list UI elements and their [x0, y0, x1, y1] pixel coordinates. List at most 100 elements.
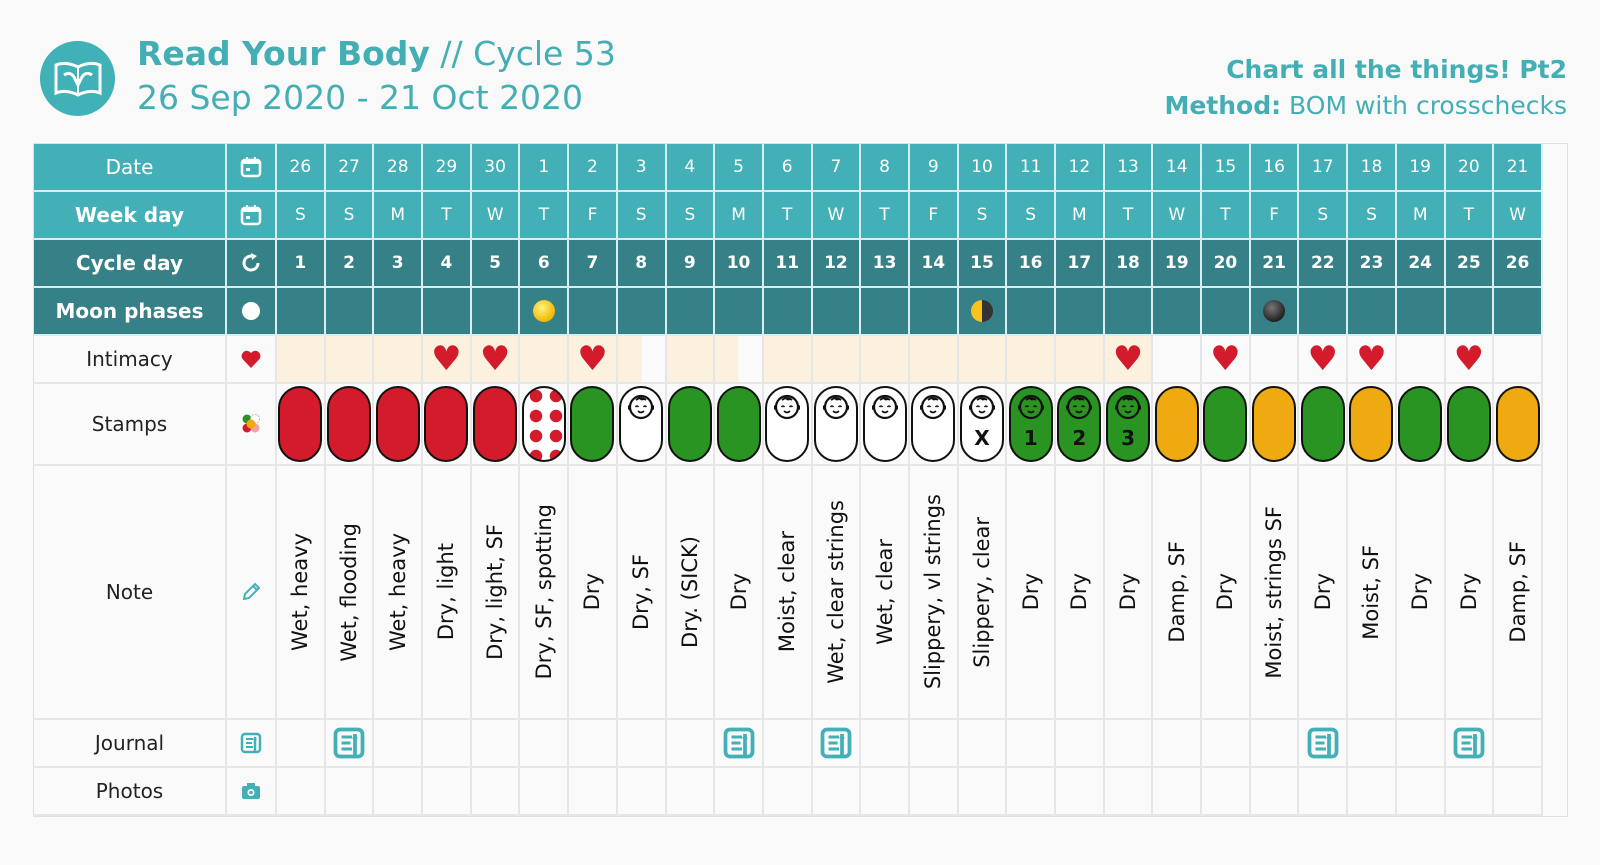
stamp-cell[interactable] [1299, 384, 1349, 466]
intimacy-cell[interactable] [1250, 336, 1300, 384]
photos-cell[interactable] [763, 768, 813, 816]
journal-cell[interactable] [1348, 720, 1397, 768]
photos-cell[interactable] [958, 768, 1008, 816]
note-cell[interactable]: Dry [1104, 466, 1154, 720]
note-cell[interactable]: Moist, strings SF [1250, 466, 1300, 720]
photos-cell[interactable] [1153, 768, 1203, 816]
stamp-cell[interactable]: 2 [1056, 384, 1105, 466]
stamp-cell[interactable] [520, 384, 570, 466]
journal-cell[interactable] [277, 720, 326, 768]
journal-cell[interactable] [569, 720, 618, 768]
stamp-cell[interactable] [1445, 384, 1495, 466]
stamp-cell[interactable] [861, 384, 910, 466]
photos-cell[interactable] [666, 768, 716, 816]
journal-cell[interactable] [715, 720, 764, 768]
stamp-cell[interactable] [763, 384, 813, 466]
journal-cell[interactable] [520, 720, 570, 768]
intimacy-cell[interactable]: ♥ [471, 336, 521, 384]
intimacy-cell[interactable]: ♥ [1104, 336, 1154, 384]
photos-cell[interactable] [1250, 768, 1300, 816]
note-cell[interactable]: Dry [1445, 466, 1495, 720]
journal-cell[interactable] [1056, 720, 1105, 768]
photos-cell[interactable] [861, 768, 910, 816]
journal-cell[interactable] [423, 720, 472, 768]
note-cell[interactable]: Damp, SF [1153, 466, 1203, 720]
note-cell[interactable]: Wet, clear strings [812, 466, 862, 720]
photos-cell[interactable] [520, 768, 570, 816]
note-cell[interactable]: Dry [1396, 466, 1446, 720]
note-cell[interactable]: Dry. (SICK) [666, 466, 716, 720]
photos-cell[interactable] [617, 768, 667, 816]
note-cell[interactable]: Damp, SF [1494, 466, 1543, 720]
intimacy-cell[interactable] [1396, 336, 1446, 384]
journal-cell[interactable] [861, 720, 910, 768]
note-cell[interactable]: Wet, heavy [374, 466, 424, 720]
journal-cell[interactable] [1202, 720, 1251, 768]
stamp-cell[interactable]: 3 [1104, 384, 1154, 466]
photos-cell[interactable] [1007, 768, 1056, 816]
note-cell[interactable]: Dry [1007, 466, 1056, 720]
photos-cell[interactable] [1299, 768, 1349, 816]
photos-cell[interactable] [471, 768, 521, 816]
stamp-cell[interactable]: X [958, 384, 1008, 466]
note-cell[interactable]: Dry [1299, 466, 1349, 720]
note-cell[interactable]: Wet, heavy [277, 466, 326, 720]
note-cell[interactable]: Dry, SF [617, 466, 667, 720]
journal-icon[interactable] [721, 725, 757, 761]
journal-cell[interactable] [1250, 720, 1300, 768]
stamp-cell[interactable] [909, 384, 959, 466]
journal-cell[interactable] [958, 720, 1008, 768]
photos-cell[interactable] [325, 768, 375, 816]
intimacy-cell[interactable] [715, 336, 764, 384]
photos-cell[interactable] [1202, 768, 1251, 816]
photos-cell[interactable] [423, 768, 472, 816]
intimacy-cell[interactable] [763, 336, 813, 384]
note-cell[interactable]: Wet, flooding [325, 466, 375, 720]
journal-cell[interactable] [763, 720, 813, 768]
journal-cell[interactable] [1396, 720, 1446, 768]
stamp-cell[interactable] [471, 384, 521, 466]
journal-icon[interactable] [818, 725, 854, 761]
intimacy-cell[interactable]: ♥ [1445, 336, 1495, 384]
intimacy-cell[interactable] [374, 336, 424, 384]
stamp-cell[interactable] [1153, 384, 1203, 466]
intimacy-cell[interactable] [666, 336, 716, 384]
note-cell[interactable]: Dry, light [423, 466, 472, 720]
photos-cell[interactable] [1445, 768, 1495, 816]
stamp-cell[interactable] [374, 384, 424, 466]
stamp-cell[interactable] [1348, 384, 1397, 466]
journal-cell[interactable] [1007, 720, 1056, 768]
stamp-cell[interactable]: 1 [1007, 384, 1056, 466]
stamp-cell[interactable] [277, 384, 326, 466]
photos-cell[interactable] [715, 768, 764, 816]
photos-cell[interactable] [812, 768, 862, 816]
note-cell[interactable]: Dry [715, 466, 764, 720]
photos-cell[interactable] [1056, 768, 1105, 816]
journal-cell[interactable] [617, 720, 667, 768]
journal-icon[interactable] [331, 725, 367, 761]
stamp-cell[interactable] [325, 384, 375, 466]
intimacy-cell[interactable] [520, 336, 570, 384]
photos-cell[interactable] [909, 768, 959, 816]
journal-cell[interactable] [909, 720, 959, 768]
intimacy-cell[interactable]: ♥ [1348, 336, 1397, 384]
intimacy-cell[interactable]: ♥ [569, 336, 618, 384]
photos-cell[interactable] [1494, 768, 1543, 816]
intimacy-cell[interactable] [1056, 336, 1105, 384]
note-cell[interactable]: Moist, SF [1348, 466, 1397, 720]
note-cell[interactable]: Dry [1056, 466, 1105, 720]
stamp-cell[interactable] [423, 384, 472, 466]
intimacy-cell[interactable] [861, 336, 910, 384]
note-cell[interactable]: Slippery, clear [958, 466, 1008, 720]
photos-cell[interactable] [1348, 768, 1397, 816]
journal-cell[interactable] [1104, 720, 1154, 768]
intimacy-cell[interactable] [1494, 336, 1543, 384]
journal-icon[interactable] [1451, 725, 1487, 761]
photos-cell[interactable] [374, 768, 424, 816]
stamp-cell[interactable] [1396, 384, 1446, 466]
intimacy-cell[interactable] [617, 336, 667, 384]
journal-cell[interactable] [1299, 720, 1349, 768]
stamp-cell[interactable] [1494, 384, 1543, 466]
note-cell[interactable]: Wet, clear [861, 466, 910, 720]
note-cell[interactable]: Slippery, vl strings [909, 466, 959, 720]
